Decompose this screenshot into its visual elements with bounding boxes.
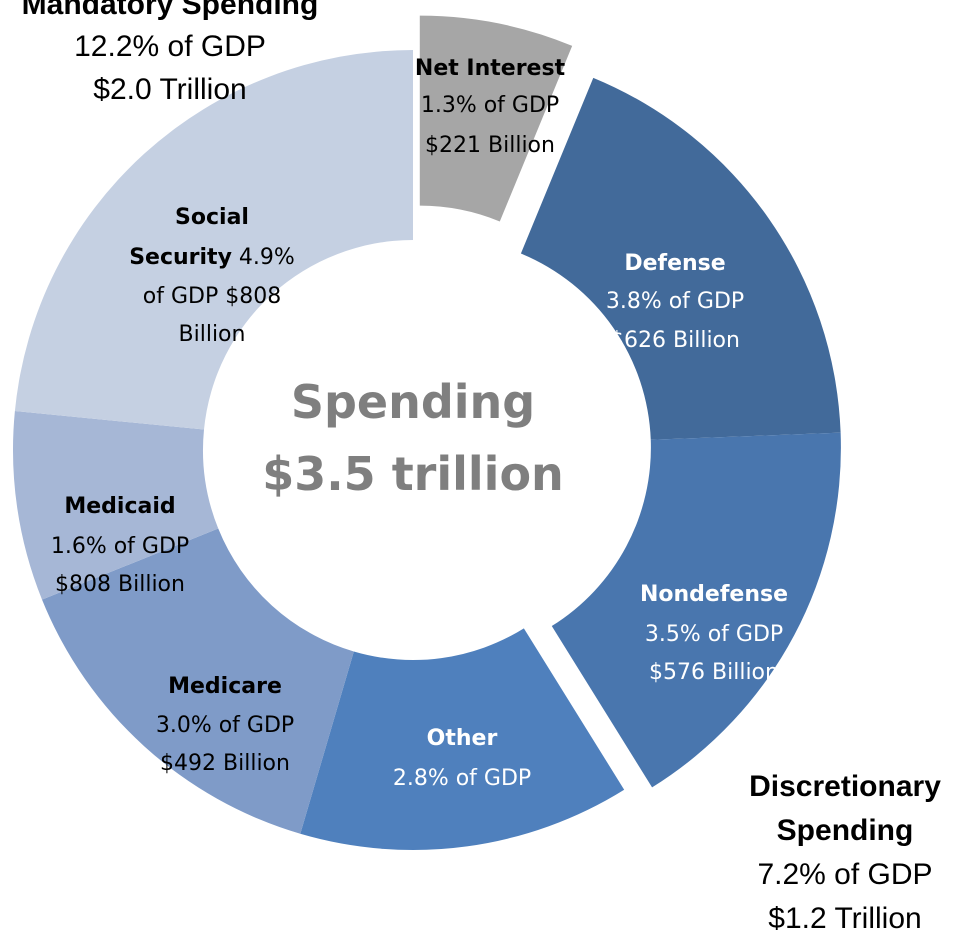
donut-slices xyxy=(12,15,841,850)
slice-label-name: Other xyxy=(427,726,498,751)
slice-label-gdp: 1.6% of GDP xyxy=(51,534,189,559)
slice-defense xyxy=(520,77,841,440)
mandatory-title: Mandatory Spending xyxy=(22,0,319,21)
slice-label-name-line1: Social xyxy=(175,205,249,230)
center-title: Spending xyxy=(291,375,535,429)
label-medicare: Medicare 3.0% of GDP $492 Billion xyxy=(156,674,294,776)
label-net-interest: Net Interest 1.3% of GDP $221 Billion xyxy=(415,56,566,158)
label-social-security: Social Security 4.9% of GDP $808 Billion xyxy=(129,205,295,347)
label-nondefense: Nondefense 3.5% of GDP $576 Billion xyxy=(640,582,788,685)
slice-label-amount: $808 Billion xyxy=(55,572,185,597)
slice-other xyxy=(300,628,625,850)
slice-label-gdp: 2.8% of GDP xyxy=(393,766,531,791)
slice-label-gdp: 3.8% of GDP xyxy=(606,289,744,314)
slice-label-amount: $221 Billion xyxy=(425,133,555,158)
discretionary-title-line1: Discretionary xyxy=(749,770,941,803)
slice-label-name: Defense xyxy=(624,251,725,276)
slice-label-amount: $492 Billion xyxy=(160,751,290,776)
slice-medicare xyxy=(42,528,354,834)
slice-net-interest xyxy=(419,15,573,222)
slice-label-gdp: 3.5% of GDP xyxy=(645,622,783,647)
slice-label-name: Net Interest xyxy=(415,56,566,81)
mandatory-caption: Mandatory Spending 12.2% of GDP $2.0 Tri… xyxy=(22,0,319,106)
slice-nondefense xyxy=(551,432,841,788)
discretionary-amount: $1.2 Trillion xyxy=(768,902,921,935)
slice-label-name: Nondefense xyxy=(640,582,788,607)
discretionary-title-line2: Spending xyxy=(777,814,914,847)
slice-medicaid xyxy=(12,410,219,600)
slice-label-name: Medicaid xyxy=(64,494,175,519)
center-total: $3.5 trillion xyxy=(262,447,564,501)
label-other: Other 2.8% of GDP xyxy=(393,726,531,791)
mandatory-amount: $2.0 Trillion xyxy=(93,73,246,106)
slice-label-gdp: 1.3% of GDP xyxy=(421,93,559,118)
discretionary-caption: Discretionary Spending 7.2% of GDP $1.2 … xyxy=(749,770,941,935)
discretionary-gdp: 7.2% of GDP xyxy=(757,858,932,891)
slice-label-gdp-line: of GDP $808 xyxy=(143,284,281,309)
label-defense: Defense 3.8% of GDP $626 Billion xyxy=(606,251,744,353)
slice-label-name-line2: Security 4.9% xyxy=(129,245,295,270)
slice-label-amount-line: Billion xyxy=(179,322,246,347)
mandatory-gdp: 12.2% of GDP xyxy=(74,30,266,63)
slice-label-amount: $576 Billion xyxy=(649,660,779,685)
slice-label-gdp: 3.0% of GDP xyxy=(156,713,294,738)
slice-label-name: Medicare xyxy=(168,674,282,699)
slice-social-security xyxy=(14,50,413,430)
label-medicaid: Medicaid 1.6% of GDP $808 Billion xyxy=(51,494,189,597)
slice-label-amount: $626 Billion xyxy=(610,328,740,353)
